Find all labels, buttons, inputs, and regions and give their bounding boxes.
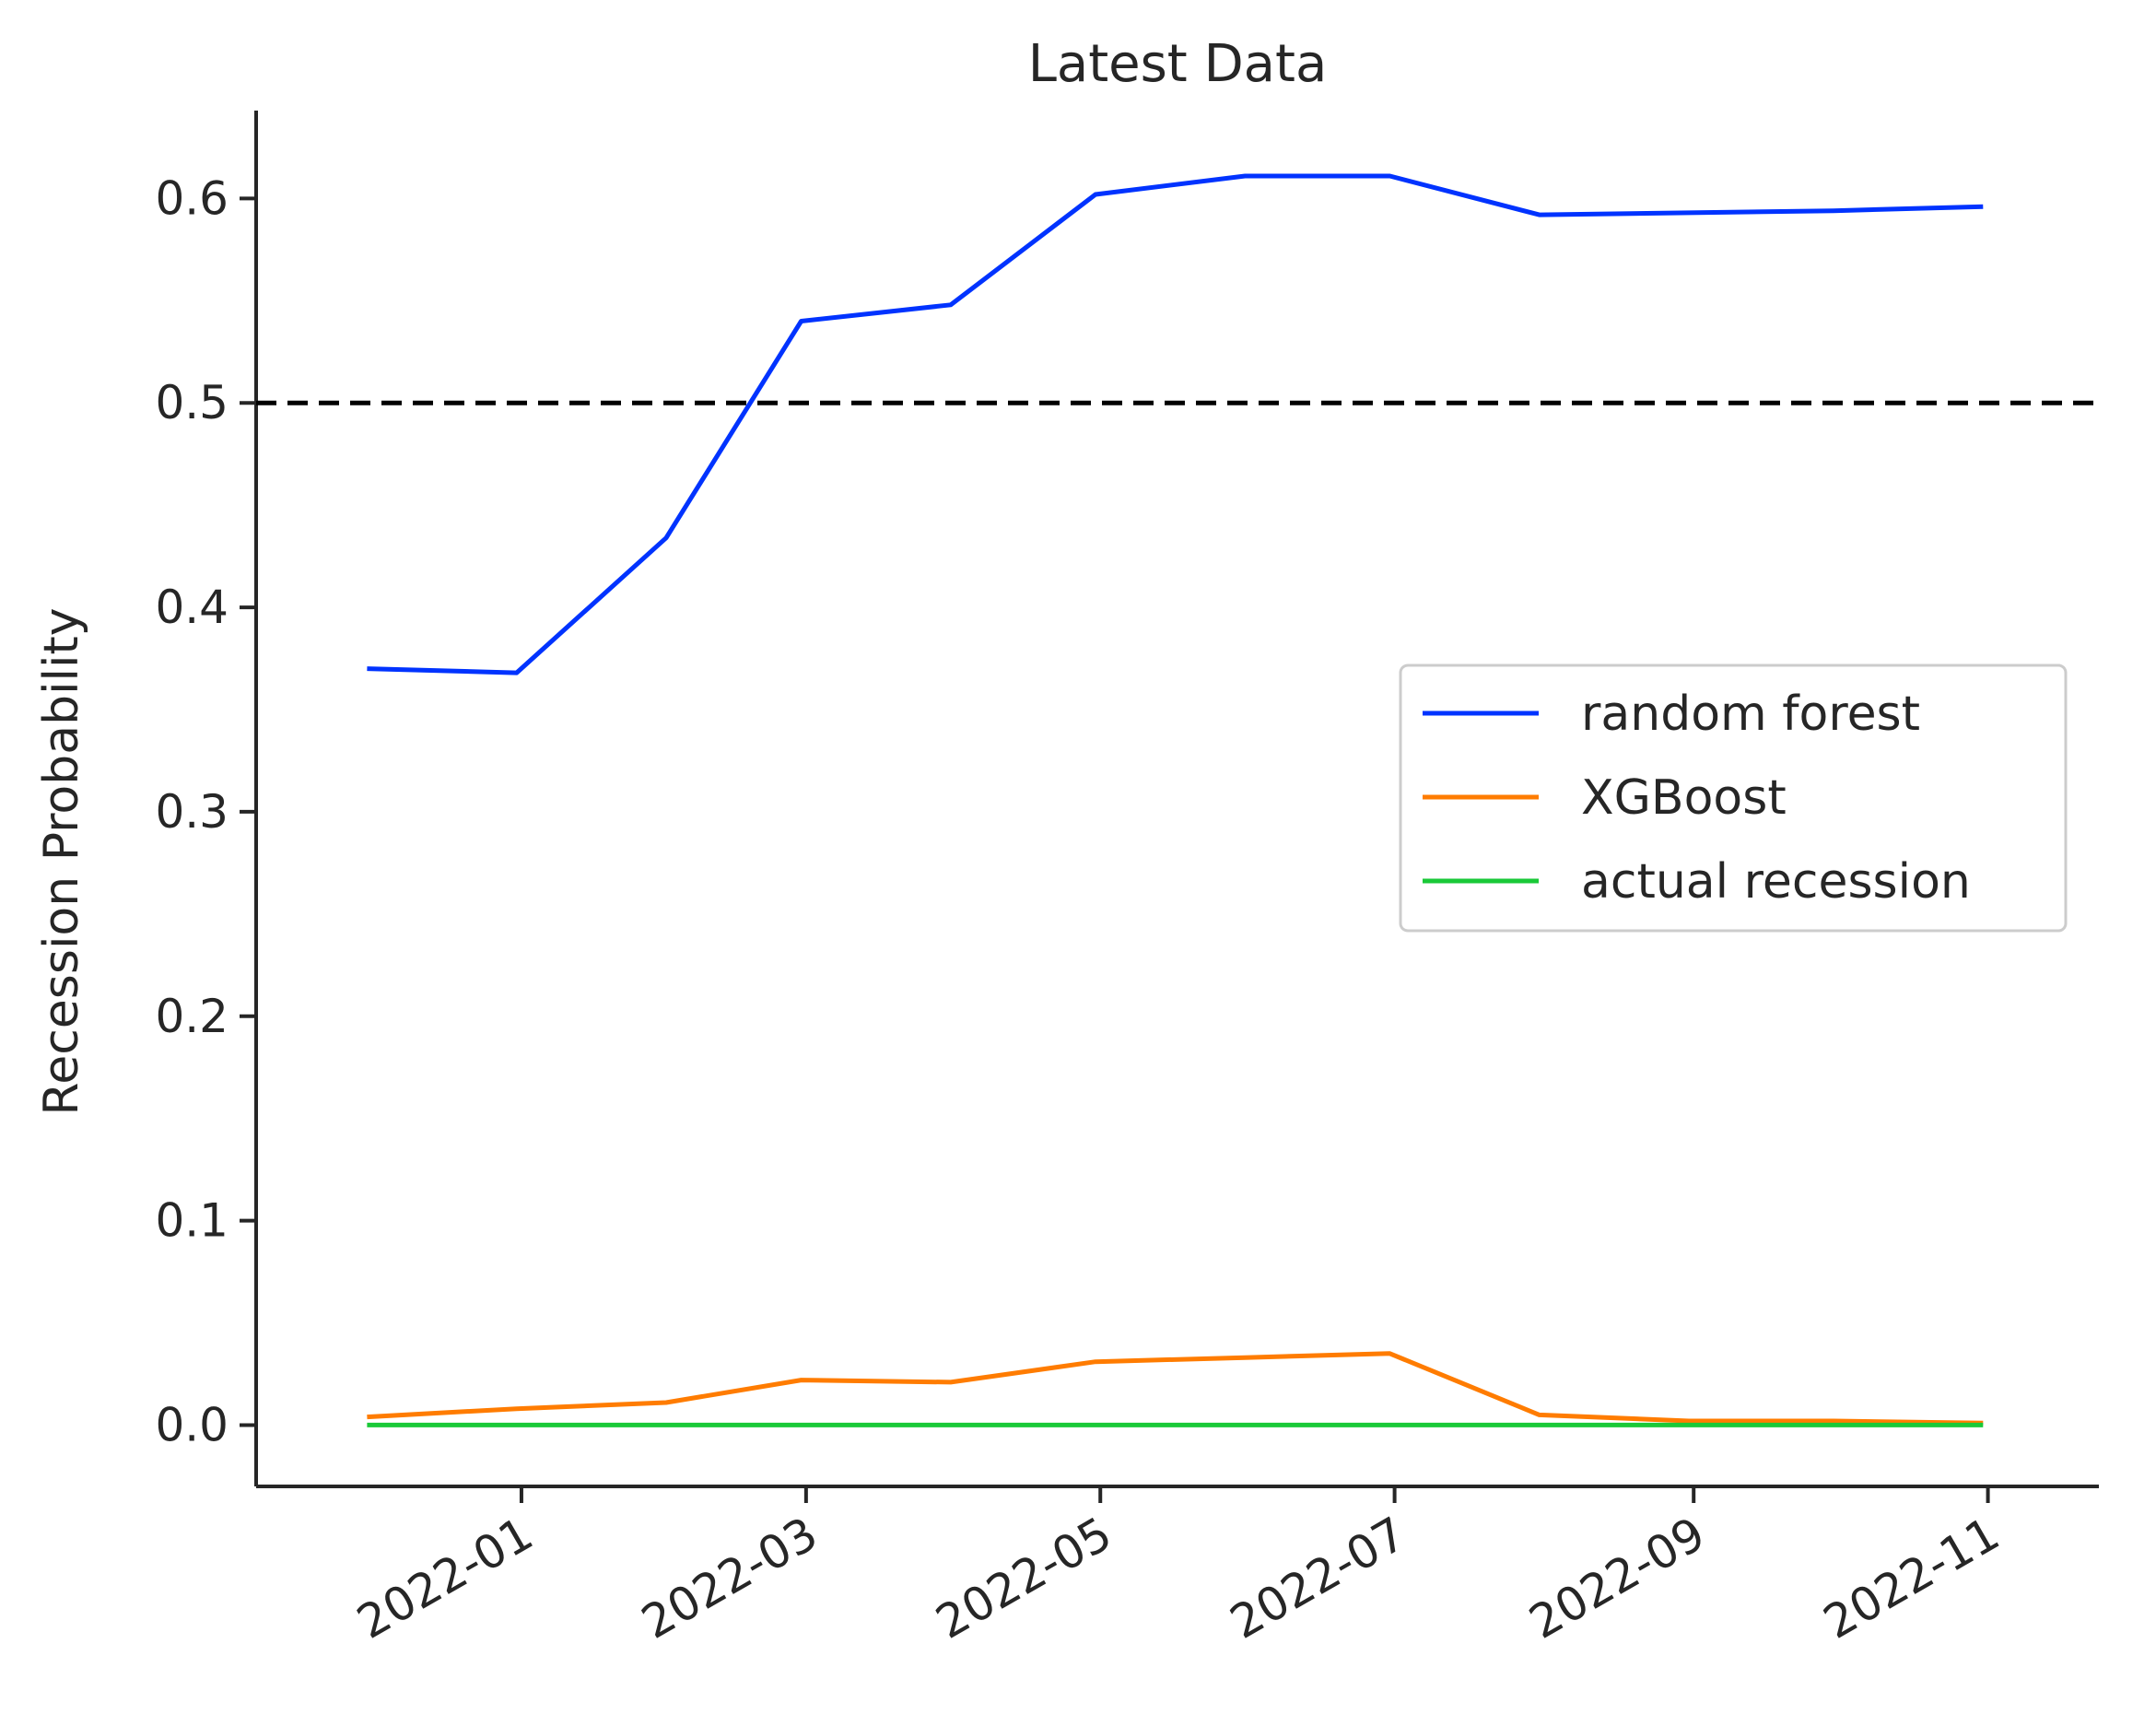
series-line-random-forest — [367, 173, 1984, 675]
x-tick-label-2022-11: 2022-11 — [1815, 1507, 2009, 1650]
legend: random forest XGBoost actual recession — [1399, 663, 2068, 933]
x-tick-label-2022-07: 2022-07 — [1222, 1507, 1415, 1650]
legend-label-1: XGBoost — [1581, 770, 1787, 826]
y-tick-label-0.0: 0.0 — [155, 1398, 228, 1451]
x-tick-label-2022-01: 2022-01 — [348, 1507, 542, 1650]
x-tick-label-2022-05: 2022-05 — [927, 1507, 1120, 1650]
y-axis-label: Recession Probability — [34, 607, 89, 1115]
chart-title: Latest Data — [1028, 34, 1328, 94]
y-tick-label-0.1: 0.1 — [155, 1194, 228, 1248]
legend-label-0: random forest — [1581, 687, 1920, 742]
x-tick-label-2022-09: 2022-09 — [1520, 1507, 1714, 1650]
y-tick-label-0.2: 0.2 — [155, 990, 228, 1043]
y-tick-label-0.3: 0.3 — [155, 785, 228, 839]
y-tick-label-0.4: 0.4 — [155, 581, 228, 634]
legend-label-2: actual recession — [1581, 854, 1971, 910]
y-tick-label-0.5: 0.5 — [155, 376, 228, 429]
x-tick-label-2022-03: 2022-03 — [633, 1507, 826, 1650]
legend-box — [1399, 663, 2068, 933]
series-line-xgboost — [367, 1351, 1984, 1426]
y-tick-label-0.6: 0.6 — [155, 171, 228, 225]
